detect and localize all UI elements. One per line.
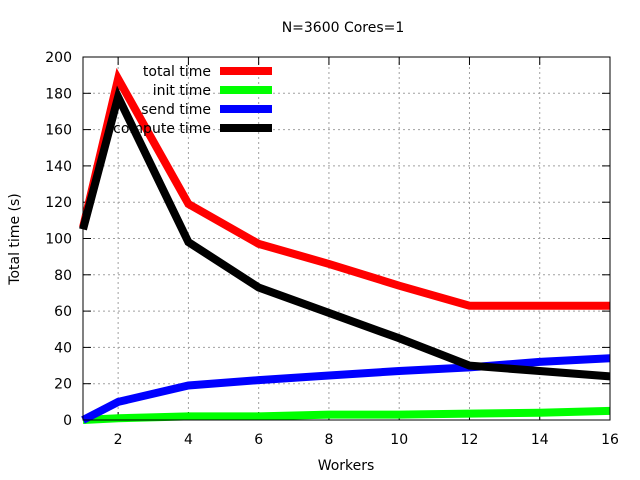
x-tick-label: 10 [390, 432, 408, 448]
legend-label: init time [153, 83, 211, 99]
y-tick-label: 40 [54, 340, 72, 356]
x-tick-label: 4 [184, 432, 193, 448]
legend: total time init time send time compute time [113, 64, 272, 137]
x-tick-label: 2 [114, 432, 123, 448]
chart-title: N=3600 Cores=1 [282, 20, 405, 36]
y-tick-label: 200 [45, 50, 72, 66]
y-tick-label: 140 [45, 159, 72, 175]
y-tick-label: 160 [45, 123, 72, 139]
x-tick-label: 14 [531, 432, 549, 448]
axis-ticks: 0 20 40 60 80 100 120 140 160 180 200 2 4 6 8 10 12 14 16 [45, 50, 619, 448]
x-tick-label: 12 [461, 432, 479, 448]
x-axis-label: Workers [318, 458, 375, 474]
y-tick-label: 20 [54, 377, 72, 393]
legend-label: compute time [113, 121, 211, 137]
series-line-total-time [79, 67, 610, 310]
series-line-compute-time [79, 85, 611, 381]
legend-label: send time [141, 102, 211, 118]
y-tick-label: 0 [63, 413, 72, 429]
y-tick-label: 60 [54, 304, 72, 320]
series-lines [79, 67, 611, 424]
x-tick-label: 8 [324, 432, 333, 448]
series-line-send-time [81, 354, 611, 424]
x-tick-label: 16 [601, 432, 619, 448]
x-tick-label: 6 [254, 432, 263, 448]
plot-frame [82, 56, 611, 421]
y-tick-label: 100 [45, 232, 72, 248]
y-tick-label: 120 [45, 195, 72, 211]
y-axis-label: Total time (s) [7, 193, 23, 285]
legend-label: total time [143, 64, 211, 80]
series-line-init-time [82, 406, 611, 424]
y-tick-label: 80 [54, 268, 72, 284]
y-tick-label: 180 [45, 86, 72, 102]
